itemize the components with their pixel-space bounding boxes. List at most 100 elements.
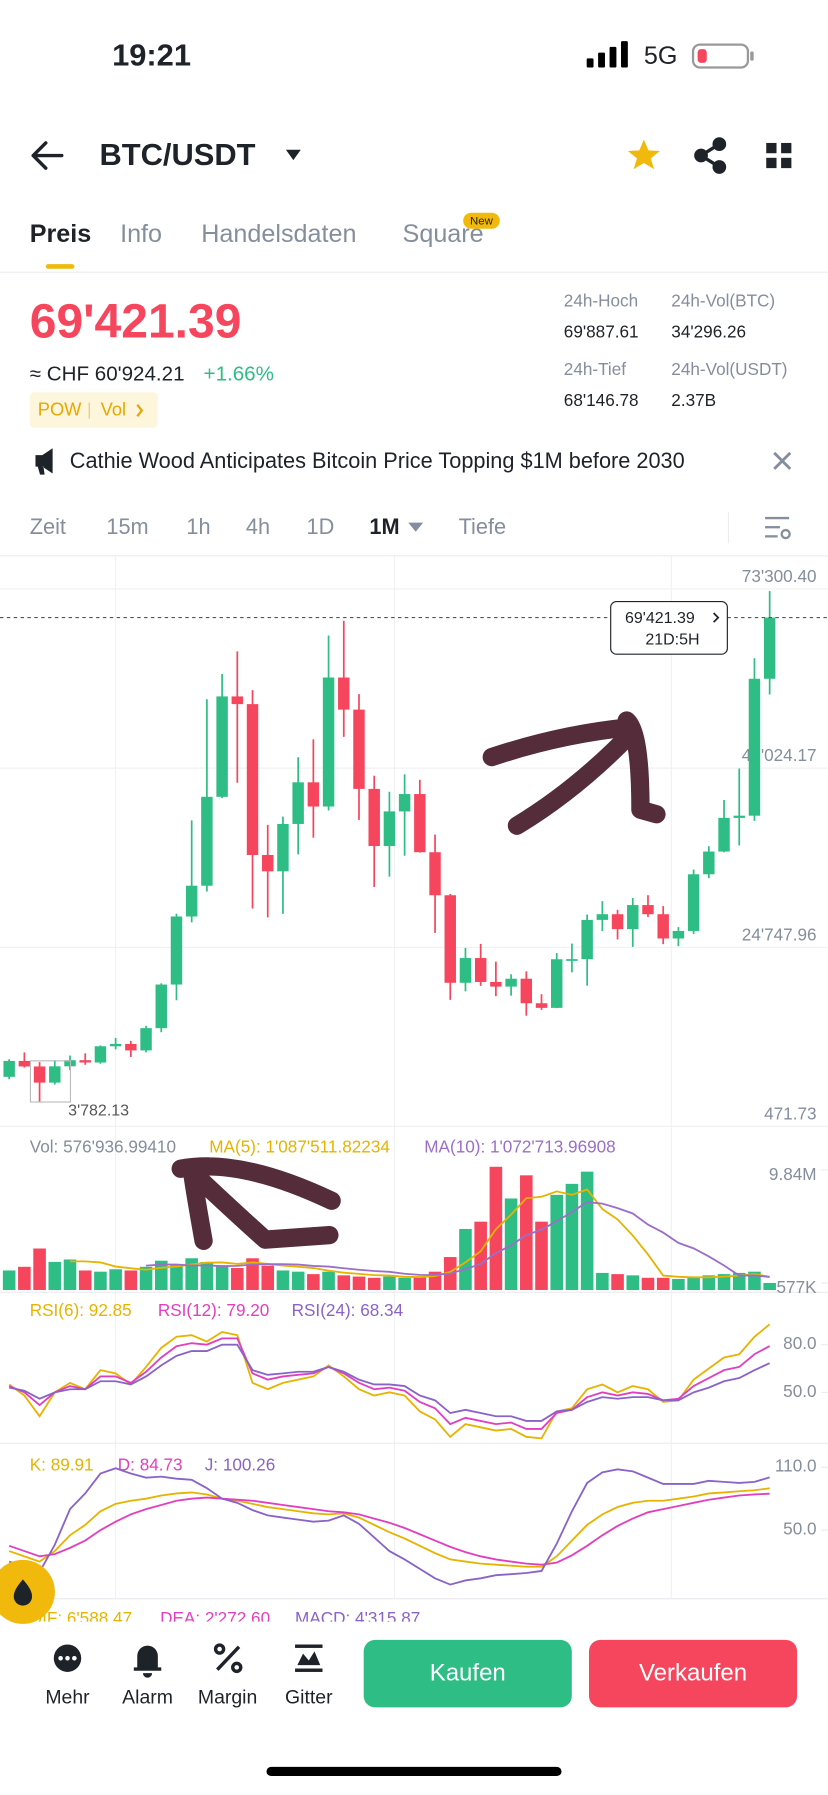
timeframe[interactable]: Zeit	[30, 514, 66, 539]
candle-body	[703, 851, 715, 875]
pair-title[interactable]: BTC/USDT	[100, 137, 256, 172]
stat-label: 24h-Hoch	[564, 290, 638, 310]
volume-bar	[139, 1266, 153, 1290]
volume-bar	[337, 1275, 351, 1290]
volume-bar	[656, 1277, 670, 1290]
nav-label[interactable]: Gitter	[285, 1686, 333, 1708]
candle-body	[672, 930, 685, 939]
vertical-grid	[114, 555, 672, 1599]
candle-body	[353, 709, 365, 789]
news-headline[interactable]: Cathie Wood Anticipates Bitcoin Price To…	[70, 448, 685, 473]
stat-label: 24h-Vol(USDT)	[671, 359, 787, 379]
low-marker	[29, 1060, 72, 1103]
indicator-line	[8, 1343, 771, 1422]
volume-bar	[63, 1259, 77, 1290]
timeframe[interactable]: Tiefe	[459, 514, 506, 539]
y-tick-label: 80.0	[783, 1333, 816, 1353]
tag[interactable]: Vol	[101, 398, 126, 419]
candle-body	[109, 1043, 122, 1047]
buy-button[interactable]	[363, 1639, 572, 1708]
candle-body	[474, 958, 487, 982]
candle-body	[429, 852, 441, 896]
candle-body	[307, 782, 320, 807]
volume-bar	[580, 1171, 594, 1290]
volume-bar	[109, 1269, 122, 1290]
layout-button[interactable]	[766, 142, 792, 169]
candle-body	[185, 885, 198, 917]
buy-label[interactable]: Kaufen	[430, 1660, 506, 1687]
pair-dropdown[interactable]	[285, 149, 301, 161]
tag-bg	[29, 392, 158, 428]
y-tick-label: 577K	[777, 1277, 818, 1297]
candle-body	[262, 855, 274, 872]
volume-bar	[413, 1276, 427, 1290]
volume-bar	[200, 1261, 214, 1290]
volume-bar	[520, 1175, 533, 1290]
candle-body	[581, 919, 593, 960]
fiat-price: ≈ CHF 60'924.21	[30, 363, 185, 386]
nav-more[interactable]	[53, 1644, 82, 1672]
candle-body	[322, 677, 335, 807]
nav-alarm-icon[interactable]	[133, 1645, 162, 1678]
y-tick-label: 50.0	[783, 1381, 816, 1401]
volume-bar	[717, 1274, 731, 1290]
stat-value: 34'296.26	[671, 321, 746, 341]
indicator-settings[interactable]	[765, 516, 791, 540]
legend-entry: RSI(12): 79.20	[158, 1300, 269, 1320]
candle-body	[520, 978, 533, 1004]
volume-bar	[626, 1275, 640, 1290]
nav-margin-icon[interactable]	[213, 1643, 243, 1674]
timeframe[interactable]: 1h	[186, 514, 210, 539]
y-tick-label: 50.0	[783, 1519, 816, 1539]
volume-bar	[246, 1258, 259, 1290]
candle-body	[338, 677, 350, 710]
back-button[interactable]	[31, 141, 64, 170]
volume-bar	[732, 1272, 746, 1290]
tab[interactable]: Handelsdaten	[201, 220, 356, 248]
candle-body	[140, 1028, 152, 1051]
home-indicator	[266, 1766, 562, 1777]
candle-body	[748, 678, 761, 816]
volume-bar	[596, 1272, 609, 1290]
nav-label[interactable]: Margin	[198, 1686, 257, 1708]
countdown-label: 21D:5H	[645, 632, 699, 649]
volume-bar	[94, 1271, 107, 1290]
volume-bar	[367, 1277, 381, 1290]
sell-button[interactable]	[588, 1639, 798, 1708]
tab[interactable]: Info	[120, 220, 162, 248]
candle-body	[33, 1066, 46, 1083]
candle-body	[596, 914, 609, 920]
volume-bar	[276, 1270, 290, 1290]
close-news[interactable]	[773, 451, 792, 470]
favorite-star[interactable]	[627, 139, 660, 170]
share-button[interactable]	[694, 137, 727, 174]
indicator-line	[8, 1467, 770, 1586]
quick-action-icon	[13, 1579, 33, 1606]
nav-label[interactable]: Alarm	[122, 1686, 173, 1708]
timeframe[interactable]: 1D	[307, 514, 335, 539]
tab-indicator	[45, 264, 75, 269]
tab-active[interactable]: Preis	[30, 220, 92, 248]
sell-label[interactable]: Verkaufen	[639, 1660, 747, 1687]
nav-grid-icon[interactable]	[295, 1644, 323, 1672]
volume-bar	[231, 1268, 244, 1290]
legend-entry: RSI(24): 68.34	[292, 1300, 404, 1320]
timeframe-active[interactable]: 1M	[369, 514, 399, 539]
timeframe[interactable]: 4h	[246, 514, 270, 539]
legend-entry: D: 84.73	[118, 1455, 183, 1475]
timeframe-dropdown[interactable]	[408, 522, 424, 532]
volume-bar	[291, 1271, 305, 1290]
timeframe[interactable]: 15m	[106, 514, 148, 539]
nav-label[interactable]: Mehr	[45, 1686, 90, 1708]
candle-body	[231, 696, 244, 705]
y-tick-label: 9.84M	[769, 1164, 817, 1184]
volume-bar	[535, 1221, 548, 1290]
tag[interactable]: POW	[38, 398, 82, 419]
candle-body	[216, 696, 228, 797]
volume-bar	[550, 1194, 564, 1290]
candle-body	[79, 1060, 91, 1063]
stat-value: 2.37B	[671, 390, 716, 410]
volume-bar	[504, 1198, 518, 1290]
